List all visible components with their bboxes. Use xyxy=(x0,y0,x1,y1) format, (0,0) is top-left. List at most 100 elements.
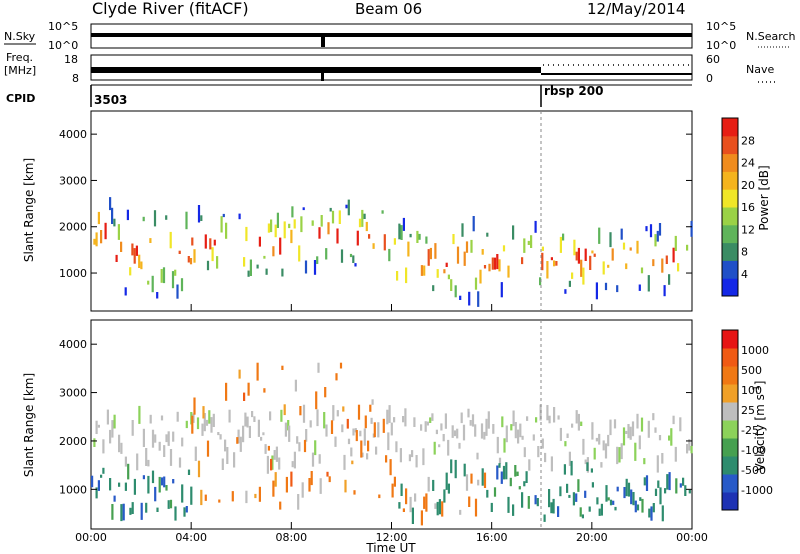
velocity-data-mark xyxy=(400,483,403,496)
velocity-data-mark xyxy=(543,514,546,522)
power-data-mark xyxy=(169,231,172,249)
velocity-data-mark xyxy=(294,379,297,392)
power-data-mark xyxy=(502,245,506,252)
velocity-y-axis: 1000 2000 3000 4000 xyxy=(59,338,692,496)
velocity-data-mark xyxy=(316,409,319,427)
power-data-mark xyxy=(568,280,571,287)
velocity-colorbar-swatch xyxy=(722,402,738,421)
velocity-data-mark xyxy=(616,486,619,492)
power-data-mark xyxy=(573,239,576,256)
velocity-data-mark xyxy=(486,489,489,498)
time-xlabel: Time UT xyxy=(365,541,416,554)
power-data-mark xyxy=(213,239,216,246)
velocity-data-mark xyxy=(353,490,356,495)
power-data-mark xyxy=(649,224,653,238)
velocity-data-mark xyxy=(285,476,288,493)
power-data-mark xyxy=(274,224,277,238)
velocity-data-mark xyxy=(548,489,551,508)
velocity-data-mark xyxy=(151,429,155,448)
velocity-data-mark xyxy=(147,475,150,494)
velocity-data-mark xyxy=(500,471,503,484)
velocity-data-mark xyxy=(420,510,423,526)
velocity-data-mark xyxy=(438,444,441,448)
velocity-data-mark xyxy=(679,483,682,488)
power-colorbar-tick: 12 xyxy=(741,223,755,236)
velocity-data-mark xyxy=(319,478,322,494)
power-data-mark xyxy=(640,267,644,274)
power-data-mark xyxy=(425,236,428,244)
power-data-mark xyxy=(654,234,657,247)
power-data-marks xyxy=(93,197,693,307)
power-data-mark xyxy=(352,255,355,263)
velocity-data-mark xyxy=(568,494,571,498)
velocity-data-mark xyxy=(283,404,286,416)
velocity-data-mark xyxy=(142,428,145,447)
power-data-mark xyxy=(589,255,592,270)
velocity-colorbar-swatch xyxy=(722,366,738,385)
power-data-mark xyxy=(302,207,305,211)
velocity-data-mark xyxy=(185,506,188,513)
velocity-data-mark xyxy=(465,474,469,491)
date-title: 12/May/2014 xyxy=(587,0,685,18)
velocity-data-mark xyxy=(363,428,366,446)
power-data-mark xyxy=(281,268,284,277)
velocity-data-mark xyxy=(347,438,351,445)
velocity-data-mark xyxy=(442,434,445,442)
velocity-data-mark xyxy=(588,506,591,512)
velocity-data-mark xyxy=(596,497,599,505)
power-data-mark xyxy=(209,238,212,250)
velocity-data-mark xyxy=(467,408,470,418)
velocity-data-mark xyxy=(93,438,96,447)
power-data-mark xyxy=(283,221,286,239)
power-data-mark xyxy=(493,257,497,270)
velocity-data-mark xyxy=(577,479,580,492)
power-data-mark xyxy=(388,248,391,262)
power-data-mark xyxy=(109,197,112,211)
velocity-data-mark xyxy=(149,414,152,424)
velocity-data-mark xyxy=(476,452,479,460)
velocity-data-mark xyxy=(270,458,273,471)
power-data-mark xyxy=(454,285,457,298)
velocity-data-mark xyxy=(447,483,450,494)
power-colorbar-label: Power [dB] xyxy=(757,165,771,230)
velocity-data-mark xyxy=(122,503,125,521)
velocity-data-mark xyxy=(438,499,441,515)
velocity-data-mark xyxy=(181,484,184,503)
freq-dropout xyxy=(321,73,324,81)
noise-right-tick-top: 10^5 xyxy=(706,20,736,33)
velocity-data-mark xyxy=(398,502,401,509)
power-data-mark xyxy=(249,259,252,276)
velocity-data-mark xyxy=(193,397,196,415)
velocity-data-mark xyxy=(627,482,631,497)
power-data-mark xyxy=(481,249,484,255)
noise-left-tick-bottom: 10^0 xyxy=(48,39,78,52)
velocity-data-mark xyxy=(163,445,166,457)
velocity-data-mark xyxy=(266,455,269,474)
power-data-mark xyxy=(189,258,193,265)
velocity-data-mark xyxy=(317,362,320,373)
power-data-mark xyxy=(443,269,446,274)
power-data-mark xyxy=(523,238,526,253)
power-data-mark xyxy=(429,247,432,260)
velocity-data-mark xyxy=(131,502,134,514)
power-data-mark xyxy=(327,222,330,235)
velocity-data-mark xyxy=(517,429,520,444)
velocity-data-mark xyxy=(414,493,417,502)
velocity-data-mark xyxy=(366,453,369,460)
power-data-mark xyxy=(580,259,583,277)
velocity-colorbar-tick: -25 xyxy=(741,424,759,437)
velocity-data-mark xyxy=(447,439,450,456)
velocity-data-mark xyxy=(541,438,544,449)
noise-sky-trace xyxy=(91,33,692,37)
velocity-data-mark xyxy=(118,434,121,453)
velocity-data-mark xyxy=(532,434,535,441)
freq-panel: Freq. [MHz] 18 8 60 0 Nave xyxy=(4,51,778,85)
velocity-data-mark xyxy=(546,405,549,421)
power-data-mark xyxy=(365,221,368,232)
velocity-data-mark xyxy=(602,440,605,451)
velocity-data-mark xyxy=(203,413,206,432)
velocity-data-mark xyxy=(202,406,205,419)
velocity-ytick-label: 1000 xyxy=(59,483,87,496)
velocity-data-mark xyxy=(519,423,522,438)
power-data-mark xyxy=(445,262,448,267)
